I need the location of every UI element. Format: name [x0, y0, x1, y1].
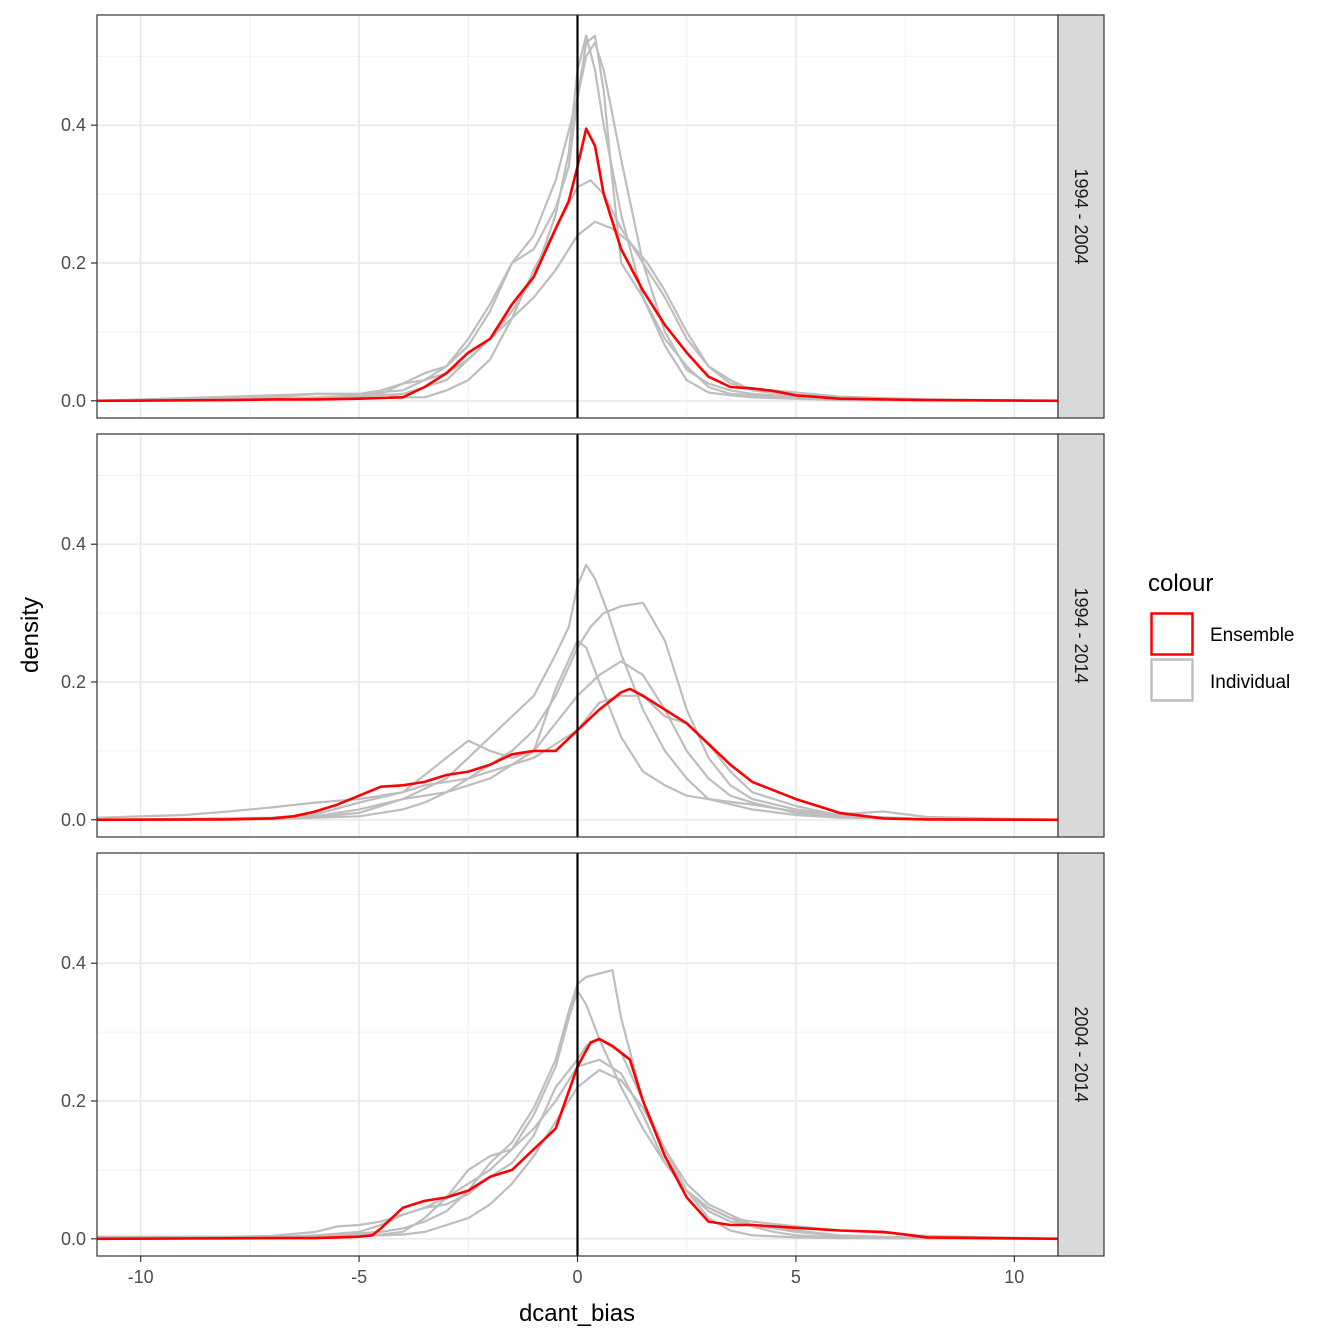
x-tick-label: -10 [128, 1267, 154, 1287]
y-tick-label: 0.2 [61, 672, 86, 692]
legend-title: colour [1148, 570, 1213, 597]
x-tick-label: 0 [572, 1267, 582, 1287]
facet-strip-label: 1994 - 2014 [1071, 587, 1091, 683]
legend-key-individual [1150, 658, 1194, 702]
y-tick-label: 0.2 [61, 1091, 86, 1111]
y-tick-label: 0.4 [61, 115, 86, 135]
legend-key-ensemble-bg [1150, 612, 1194, 656]
y-tick-label: 0.4 [61, 953, 86, 973]
facet-strip-label: 2004 - 2014 [1071, 1006, 1091, 1102]
y-tick-label: 0.0 [61, 391, 86, 411]
facet-panel-1: 0.0 0.2 0.4 1994 - 2004 [61, 14, 1105, 419]
facet-panel-3: 0.0 0.2 0.4 2004 - 2014 [61, 852, 1105, 1257]
legend: colour Ensemble Individual [1148, 570, 1295, 702]
y-tick-label: 0.0 [61, 810, 86, 830]
individual-density-line [97, 989, 1059, 1240]
facet-strip [1057, 433, 1105, 838]
facet-strip [1057, 852, 1105, 1257]
x-axis-title: dcant_bias [519, 1300, 635, 1327]
legend-key-ensemble [1150, 612, 1194, 656]
facet-strip [1057, 14, 1105, 419]
x-axis: -10 -5 0 5 10 [128, 1256, 1024, 1287]
y-axis-title: density [17, 597, 44, 673]
legend-label-individual: Individual [1210, 672, 1290, 693]
facet-strip-label: 1994 - 2004 [1071, 168, 1091, 264]
ensemble-density-line [96, 1037, 1059, 1241]
x-tick-label: 5 [791, 1267, 801, 1287]
y-tick-label: 0.4 [61, 534, 86, 554]
individual-density-line [96, 563, 1059, 821]
ensemble-density-line [96, 687, 1059, 822]
y-tick-label: 0.0 [61, 1229, 86, 1249]
x-tick-label: -5 [351, 1267, 367, 1287]
facet-panels: 0.0 0.2 0.4 1994 - 2004 0.0 0.2 0.4 1994 - 2014… [61, 14, 1105, 1257]
individual-density-line [96, 601, 1059, 821]
x-tick-label: 10 [1004, 1267, 1024, 1287]
facet-panel-2: 0.0 0.2 0.4 1994 - 2014 [61, 433, 1105, 838]
individual-density-line [96, 34, 1059, 402]
y-tick-label: 0.2 [61, 253, 86, 273]
legend-label-ensemble: Ensemble [1210, 625, 1295, 646]
